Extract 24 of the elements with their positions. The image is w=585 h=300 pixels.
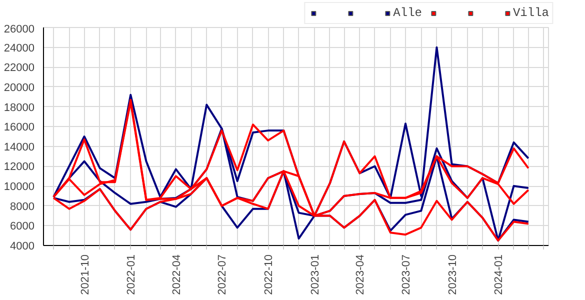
y-tick-label: 26000 bbox=[4, 24, 35, 36]
x-tick-label: 2023-04 bbox=[354, 254, 367, 295]
y-tick-label: 20000 bbox=[4, 82, 35, 94]
y-tick-label: 24000 bbox=[4, 42, 35, 54]
y-tick-label: 22000 bbox=[4, 62, 35, 74]
x-tick-label: 2024-01 bbox=[493, 254, 506, 295]
y-tick-label: 6000 bbox=[10, 220, 35, 233]
y-tick-label: 12000 bbox=[4, 161, 35, 174]
x-tick-label: 2021-10 bbox=[79, 254, 92, 295]
legend-label: Alle bbox=[393, 6, 422, 20]
y-tick-label: 16000 bbox=[4, 122, 35, 134]
x-tick-label: 2023-01 bbox=[309, 254, 322, 295]
x-tick-label: 2023-07 bbox=[400, 254, 413, 295]
x-tick-label: 2022-01 bbox=[126, 254, 138, 295]
x-tick-label: 2022-07 bbox=[216, 254, 229, 295]
y-tick-label: 4000 bbox=[10, 240, 35, 252]
legend-label: Villa bbox=[512, 6, 549, 20]
x-tick-label: 2023-10 bbox=[446, 254, 459, 295]
y-tick-label: 10000 bbox=[4, 181, 35, 194]
y-tick-label: 14000 bbox=[4, 141, 35, 154]
y-tick-label: 18000 bbox=[4, 102, 35, 114]
x-tick-label: 2022-04 bbox=[170, 254, 183, 295]
x-tick-label: 2022-10 bbox=[263, 254, 276, 295]
y-tick-label: 8000 bbox=[10, 200, 35, 213]
